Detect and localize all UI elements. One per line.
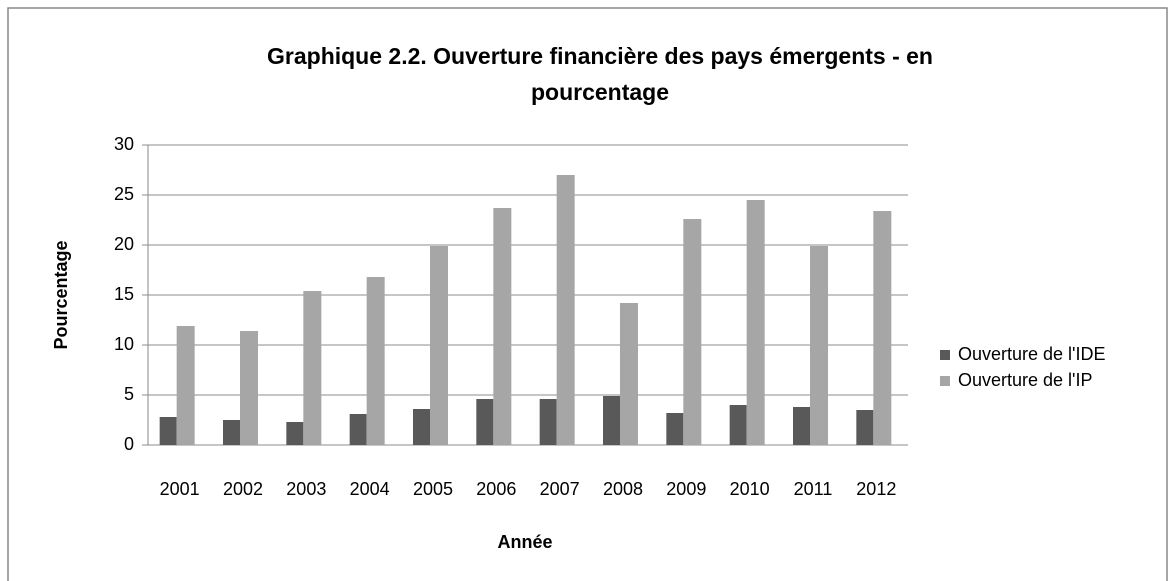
x-tick-label: 2011: [794, 479, 833, 499]
bar: [539, 399, 557, 445]
bar: [729, 405, 747, 445]
legend-swatch: [940, 376, 950, 386]
bar: [810, 246, 828, 445]
y-tick-label: 10: [114, 334, 134, 354]
x-tick-label: 2003: [286, 479, 326, 499]
bar: [683, 219, 702, 445]
chart-title: Graphique 2.2. Ouverture financière des …: [267, 43, 933, 105]
chart-border: [7, 7, 1168, 581]
x-tick-label: 2012: [856, 479, 896, 499]
bar: [873, 211, 892, 445]
bar: [856, 410, 874, 445]
bar: [366, 277, 385, 445]
y-tick-label: 30: [114, 134, 134, 154]
y-tick-label: 15: [114, 284, 134, 304]
bar: [793, 407, 810, 445]
y-tick-label: 0: [124, 434, 134, 454]
y-tick-label: 20: [114, 234, 134, 254]
bar: [603, 396, 620, 445]
bar: [666, 413, 684, 445]
x-tick-label: 2006: [476, 479, 516, 499]
legend-label: Ouverture de l'IDE: [958, 344, 1106, 364]
bar: [159, 417, 177, 445]
bar: [620, 303, 638, 445]
bar: [746, 200, 765, 445]
y-tick-label: 5: [124, 384, 134, 404]
legend-label: Ouverture de l'IP: [958, 370, 1093, 390]
bar: [176, 326, 195, 445]
x-tick-label: 2002: [223, 479, 263, 499]
y-tick-label: 25: [114, 184, 134, 204]
x-tick-label: 2005: [413, 479, 453, 499]
bar: [556, 175, 575, 445]
bar: [303, 291, 322, 445]
bar: [240, 331, 258, 445]
x-axis-label: Année: [497, 532, 552, 552]
bar: [476, 399, 494, 445]
x-tick-label: 2008: [603, 479, 643, 499]
bar: [493, 208, 512, 445]
legend-swatch: [940, 350, 950, 360]
bar: [430, 246, 448, 445]
x-tick-label: 2001: [160, 479, 200, 499]
bar: [413, 409, 430, 445]
x-tick-label: 2007: [540, 479, 580, 499]
x-tick-label: 2004: [350, 479, 390, 499]
x-tick-label: 2009: [666, 479, 706, 499]
bar: [223, 420, 240, 445]
bar: [349, 414, 367, 445]
x-tick-label: 2010: [730, 479, 770, 499]
y-axis-label: Pourcentage: [51, 240, 71, 349]
bar: [286, 422, 304, 445]
